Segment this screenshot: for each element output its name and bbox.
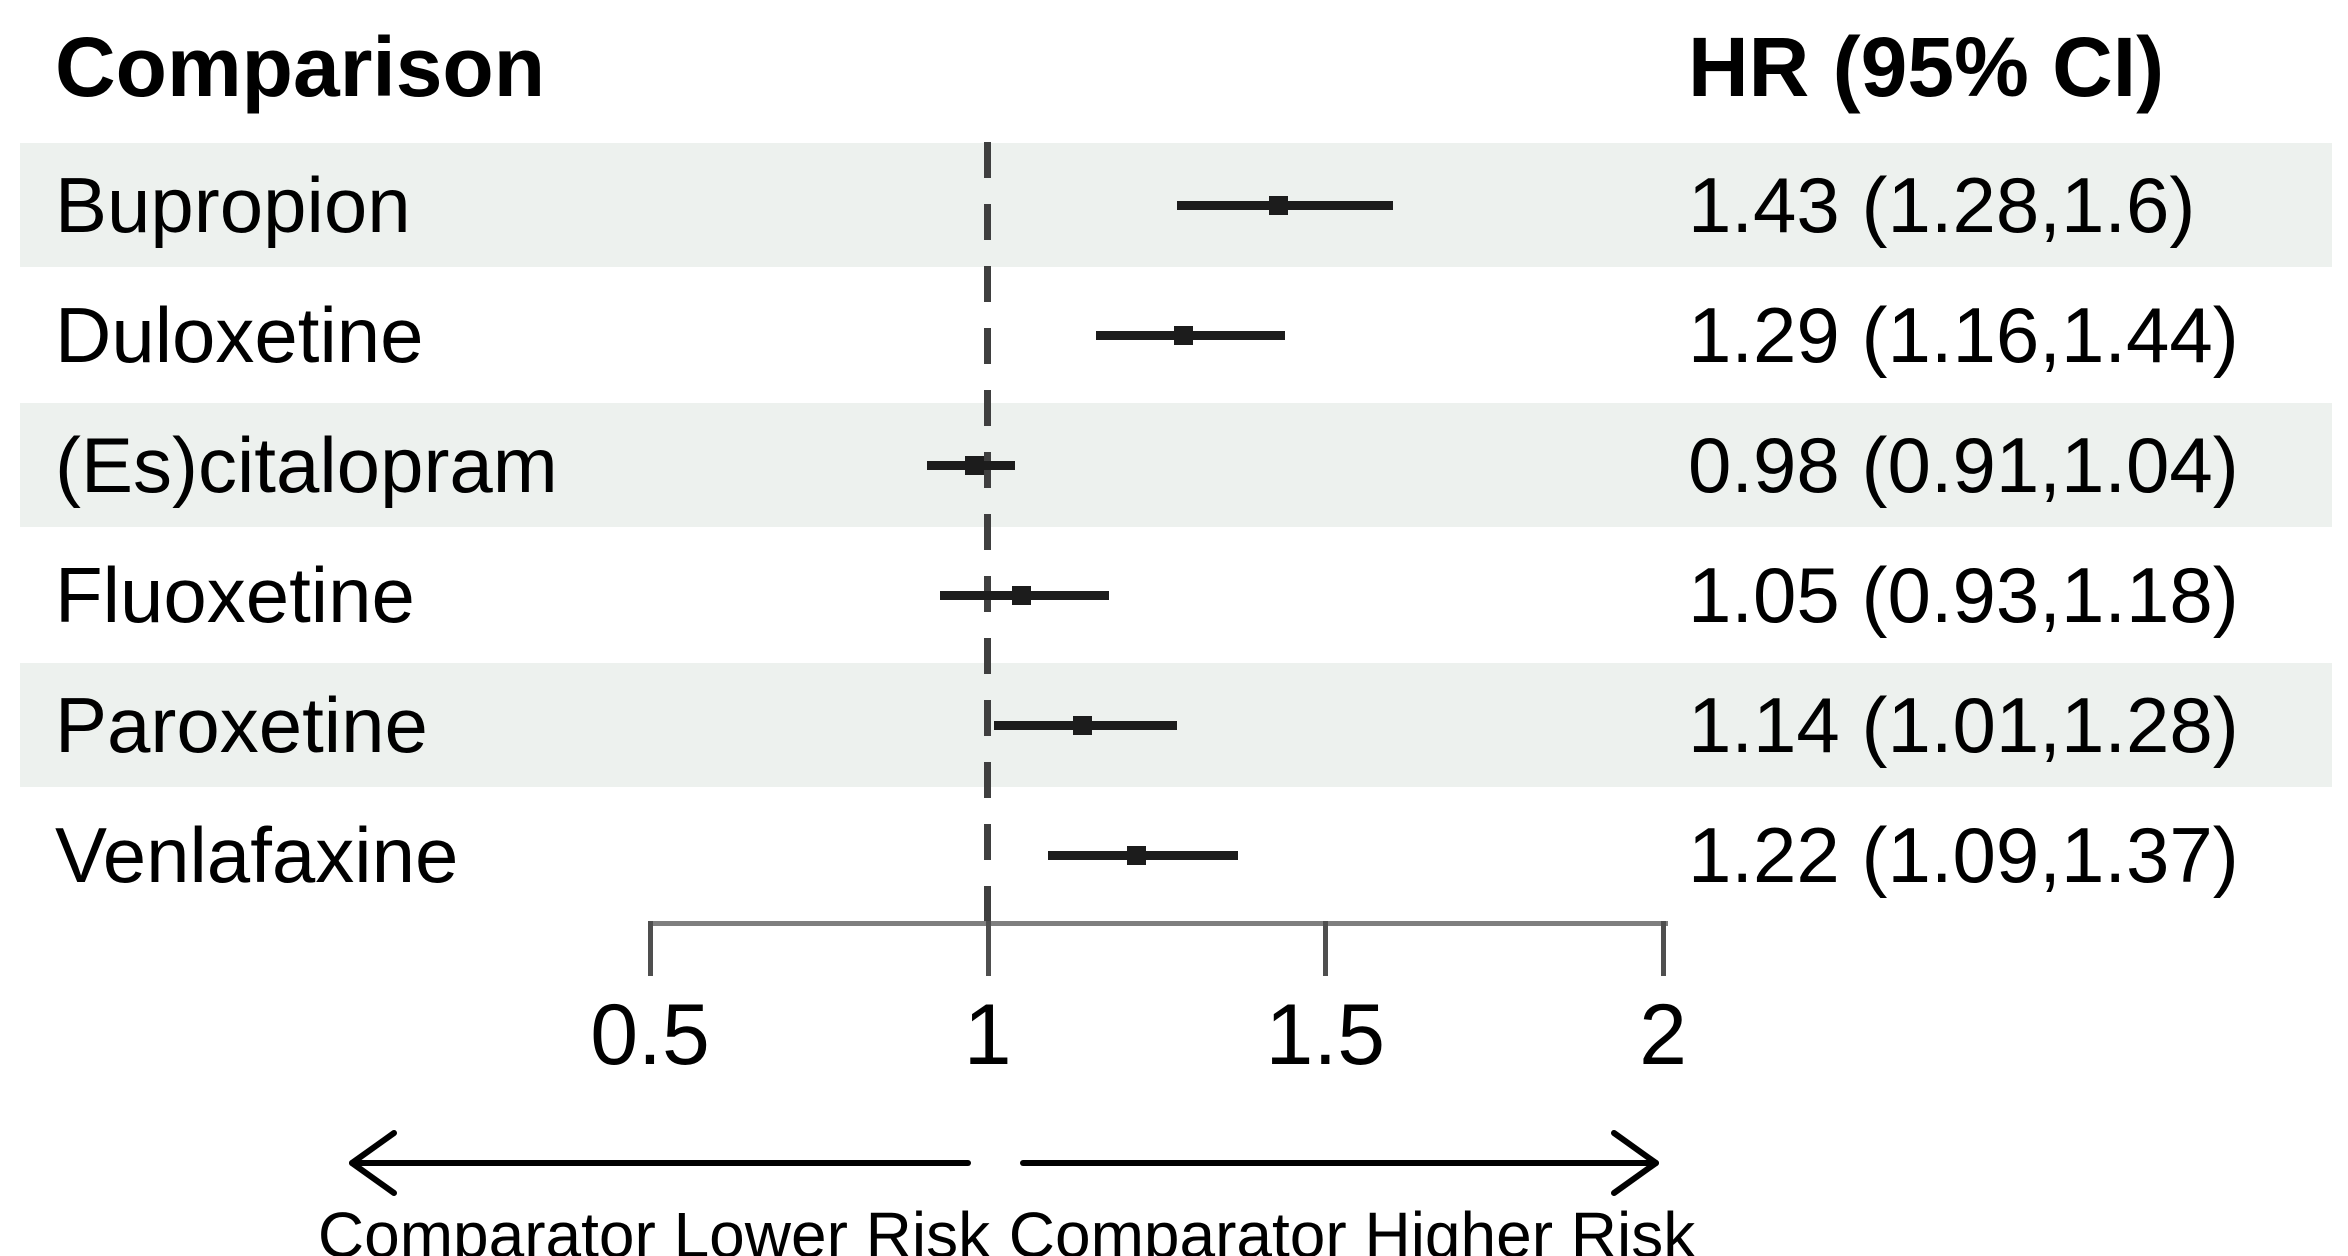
point-estimate-marker bbox=[1268, 195, 1288, 215]
x-axis-tick bbox=[1323, 921, 1329, 976]
hr-ci-value: 1.29 (1.16,1.44) bbox=[1688, 290, 2239, 379]
x-axis-tick bbox=[1661, 921, 1666, 976]
hr-ci-value: 1.05 (0.93,1.18) bbox=[1688, 550, 2239, 639]
x-axis-line bbox=[650, 921, 1668, 926]
point-estimate-marker bbox=[1011, 585, 1031, 605]
row-stripe bbox=[20, 143, 2332, 267]
hr-ci-value: 0.98 (0.91,1.04) bbox=[1688, 420, 2239, 509]
x-axis-tick bbox=[648, 921, 653, 976]
direction-arrows bbox=[349, 1130, 1659, 1196]
row-label: Bupropion bbox=[55, 160, 411, 249]
x-axis-tick-label: 2 bbox=[1639, 987, 1687, 1083]
hr-ci-value: 1.43 (1.28,1.6) bbox=[1688, 160, 2196, 249]
hr-ci-value: 1.22 (1.09,1.37) bbox=[1688, 810, 2239, 899]
column-header-hr-ci: HR (95% CI) bbox=[1688, 19, 2165, 114]
row-label: (Es)citalopram bbox=[55, 420, 558, 509]
point-estimate-marker bbox=[1174, 325, 1193, 345]
column-header-comparison: Comparison bbox=[55, 19, 546, 114]
point-estimate-marker bbox=[1072, 715, 1092, 735]
x-axis-tick-label: 1 bbox=[963, 987, 1012, 1083]
row-label: Duloxetine bbox=[55, 290, 424, 379]
row-label: Fluoxetine bbox=[55, 550, 415, 639]
reference-line-dashed bbox=[984, 142, 992, 923]
left-arrow-label: Comparator Lower Risk bbox=[317, 1199, 991, 1256]
hr-ci-value: 1.14 (1.01,1.28) bbox=[1688, 680, 2239, 769]
point-estimate-marker bbox=[964, 455, 984, 475]
row-label: Venlafaxine bbox=[55, 810, 459, 899]
x-axis-tick-label: 0.5 bbox=[590, 987, 710, 1083]
row-label: Paroxetine bbox=[55, 680, 428, 769]
x-axis-tick-label: 1.5 bbox=[1265, 987, 1386, 1083]
right-arrow-label: Comparator Higher Risk bbox=[1008, 1199, 1696, 1256]
x-axis-tick bbox=[985, 921, 991, 976]
row-stripe bbox=[20, 403, 2332, 527]
left-arrow-icon bbox=[349, 1130, 971, 1196]
right-arrow-icon bbox=[1020, 1130, 1659, 1196]
point-estimate-marker bbox=[1126, 845, 1146, 865]
